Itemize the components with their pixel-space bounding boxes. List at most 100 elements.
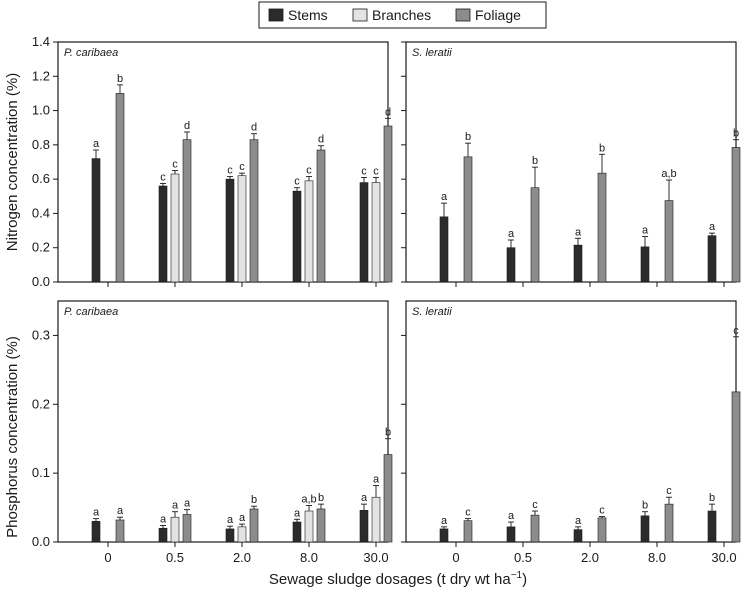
bar-stems bbox=[573, 244, 583, 283]
significance-label: a bbox=[441, 515, 448, 527]
significance-label: b bbox=[532, 155, 538, 167]
y-axis-title-phosphorus: Phosphorus concentration (%) bbox=[4, 336, 21, 538]
x-axis-title: Sewage sludge dosages (t dry wt ha−1) bbox=[269, 570, 527, 588]
panel-frame bbox=[57, 41, 389, 283]
significance-label: a bbox=[441, 191, 448, 203]
bar-foliage bbox=[115, 93, 125, 283]
bar-foliage bbox=[597, 517, 607, 543]
bar-branches bbox=[371, 182, 381, 283]
bar-foliage bbox=[383, 454, 393, 543]
x-tick-label: 8.0 bbox=[300, 550, 318, 565]
bar-foliage bbox=[664, 200, 674, 283]
legend-label-foliage: Foliage bbox=[475, 7, 521, 23]
y-tick-label: 0.2 bbox=[32, 396, 50, 411]
bar-stems bbox=[359, 510, 369, 543]
significance-label: a bbox=[508, 228, 515, 240]
panel-frame bbox=[405, 300, 737, 543]
bar-foliage bbox=[463, 520, 473, 543]
bar-stems bbox=[506, 526, 516, 543]
significance-label: b bbox=[117, 73, 123, 85]
bar-foliage bbox=[731, 147, 741, 283]
significance-label: c bbox=[532, 499, 538, 511]
bar-stems bbox=[225, 528, 235, 543]
significance-label: c bbox=[465, 507, 471, 519]
panel-title: P. caribaea bbox=[64, 306, 118, 318]
significance-label: c bbox=[666, 485, 672, 497]
bar-stems bbox=[506, 247, 516, 283]
bar-branches bbox=[371, 496, 381, 543]
panel-frame bbox=[57, 300, 389, 543]
significance-label: c bbox=[294, 176, 300, 188]
panel-4: S. leratii 0 0.5 2.0 8.0 30.0 a a a b b c c c c c bbox=[401, 300, 741, 565]
panel-2: S. leratii a a a a a b b b a,b b bbox=[401, 41, 741, 287]
bar-foliage bbox=[249, 508, 259, 543]
significance-label: a bbox=[361, 492, 368, 504]
bar-foliage bbox=[182, 139, 192, 283]
bar-stems bbox=[91, 521, 101, 543]
panel-frame bbox=[405, 41, 737, 283]
bar-foliage bbox=[664, 503, 674, 543]
bar-foliage bbox=[530, 514, 540, 543]
significance-label: a bbox=[239, 512, 246, 524]
y-tick-label: 1.2 bbox=[32, 68, 50, 83]
chart-panels: P. caribaea0.00.20.40.60.81.01.21.4acccc… bbox=[32, 34, 741, 565]
x-tick-label: 30.0 bbox=[711, 550, 736, 565]
bar-foliage bbox=[463, 156, 473, 283]
significance-label: a bbox=[294, 507, 301, 519]
significance-label: a bbox=[172, 500, 179, 512]
significance-label: c bbox=[160, 171, 166, 183]
x-tick-label: 0.5 bbox=[166, 550, 184, 565]
bar-stems bbox=[359, 182, 369, 283]
x-tick-label: 8.0 bbox=[648, 550, 666, 565]
bar-branches bbox=[304, 510, 314, 543]
bar-stems bbox=[292, 521, 302, 543]
x-tick-label: 0.5 bbox=[514, 550, 532, 565]
y-tick-label: 0.6 bbox=[32, 171, 50, 186]
legend: Stems Branches Foliage bbox=[258, 1, 547, 29]
x-tick-label: 30.0 bbox=[363, 550, 388, 565]
x-tick-label: 0 bbox=[104, 550, 111, 565]
y-tick-label: 0.1 bbox=[32, 465, 50, 480]
bar-foliage bbox=[731, 391, 741, 543]
bar-branches bbox=[170, 516, 180, 543]
bar-stems bbox=[640, 515, 650, 543]
panel-1: P. caribaea0.00.20.40.60.81.01.21.4acccc… bbox=[32, 34, 393, 289]
significance-label: a bbox=[575, 226, 582, 238]
significance-label: b bbox=[599, 142, 605, 154]
significance-label: c bbox=[306, 165, 312, 177]
significance-label: d bbox=[184, 120, 190, 132]
legend-box bbox=[258, 1, 547, 29]
significance-label: a bbox=[508, 510, 515, 522]
bar-branches bbox=[304, 180, 314, 283]
y-tick-label: 0.0 bbox=[32, 274, 50, 289]
y-tick-label: 0.0 bbox=[32, 534, 50, 549]
legend-label-branches: Branches bbox=[372, 7, 431, 23]
significance-label: b bbox=[465, 131, 471, 143]
significance-label: c bbox=[733, 325, 739, 337]
bar-stems bbox=[707, 235, 717, 283]
bar-branches bbox=[237, 526, 247, 543]
significance-label: c bbox=[227, 165, 233, 177]
significance-label: c bbox=[239, 161, 245, 173]
significance-label: c bbox=[373, 165, 379, 177]
bar-foliage bbox=[316, 149, 326, 283]
bar-foliage bbox=[115, 519, 125, 543]
x-axis-title-main: Sewage sludge dosages (t dry wt ha bbox=[269, 571, 511, 588]
bar-stems bbox=[91, 158, 101, 283]
bar-foliage bbox=[316, 508, 326, 543]
bar-foliage bbox=[182, 514, 192, 543]
significance-label: b bbox=[709, 492, 715, 504]
bar-branches bbox=[237, 175, 247, 283]
bar-branches bbox=[170, 173, 180, 283]
legend-swatch-stems bbox=[268, 8, 284, 22]
x-axis-title-superscript: −1 bbox=[511, 570, 523, 581]
significance-label: c bbox=[172, 159, 178, 171]
significance-label: a bbox=[93, 507, 100, 519]
significance-label: a,b bbox=[661, 168, 676, 180]
significance-label: a bbox=[373, 474, 380, 486]
legend-swatch-branches bbox=[352, 8, 368, 22]
significance-label: a bbox=[709, 221, 716, 233]
x-tick-label: 2.0 bbox=[581, 550, 599, 565]
bar-stems bbox=[225, 178, 235, 283]
